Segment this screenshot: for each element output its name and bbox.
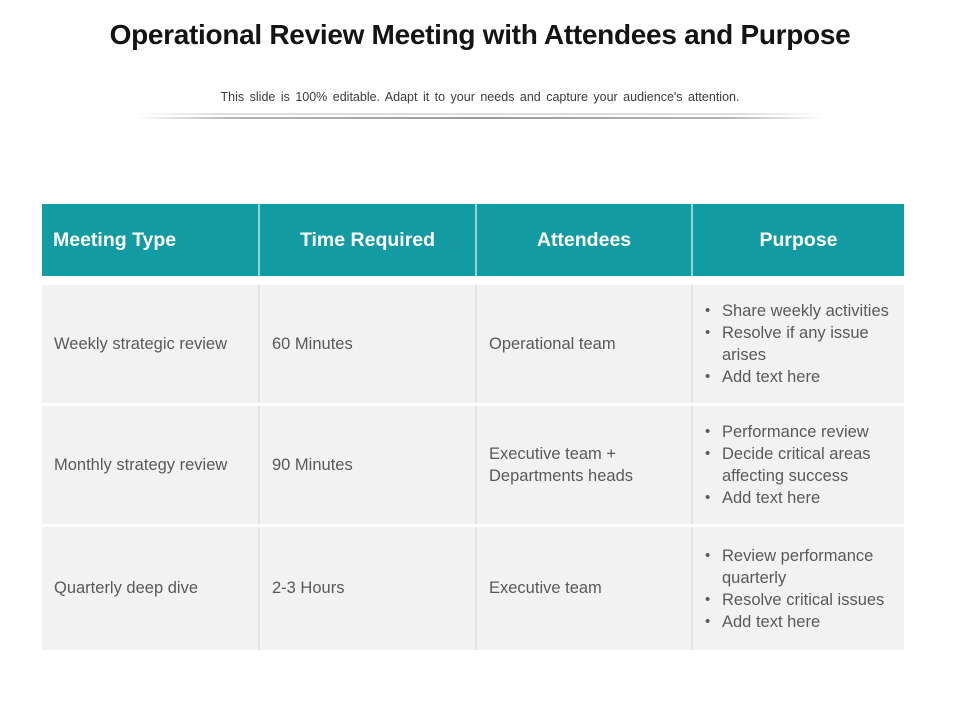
header-purpose: Purpose [759, 228, 838, 251]
header-meeting-type: Meeting Type [42, 204, 260, 276]
bullet-icon: • [705, 423, 711, 440]
table-row: Quarterly deep dive 2-3 Hours Executive … [42, 527, 904, 650]
purpose-bullet-list: • Performance review • Decide critical are… [705, 421, 892, 509]
table-row: Weekly strategic review 60 Minutes Opera… [42, 285, 904, 403]
purpose-bullet-list: • Share weekly activities • Resolve if any… [705, 300, 892, 388]
slide-title: Operational Review Meeting with Attendee… [109, 19, 851, 50]
cell-attendees: Executive team [477, 527, 693, 650]
bullet-icon: • [705, 302, 711, 319]
purpose-bullet-list: • Review performance quarterly • Resolve c… [705, 545, 892, 633]
cell-time-required: 2-3 Hours [260, 527, 477, 650]
list-item: • Add text here [705, 611, 892, 633]
table-header-row: Meeting Type Time Required Attendees Pur… [42, 204, 904, 276]
cell-attendees: Executive team + Departments heads [477, 406, 693, 524]
bullet-text: Share weekly activities [722, 302, 889, 320]
table-row: Monthly strategy review 90 Minutes Execu… [42, 406, 904, 524]
cell-purpose: • Share weekly activities • Resolve if any… [693, 285, 904, 403]
divider-line-bottom [135, 117, 825, 119]
bullet-text: Review performance quarterly [722, 546, 874, 587]
bullet-text: Performance review [722, 423, 869, 441]
list-item: • Resolve critical issues [705, 589, 892, 611]
bullet-icon: • [705, 612, 711, 630]
divider-line [135, 113, 825, 120]
divider-line-top [135, 113, 825, 115]
meeting-table: Meeting Type Time Required Attendees Pur… [42, 204, 904, 650]
slide-subtitle: This slide is 100% editable. Adapt it to… [220, 90, 740, 104]
list-item: • Performance review [705, 421, 892, 443]
list-item: • Add text here [705, 366, 892, 388]
bullet-icon: • [705, 546, 711, 564]
cell-time-required: 90 Minutes [260, 406, 477, 524]
header-attendees: Attendees [477, 204, 693, 276]
cell-purpose: • Review performance quarterly • Resolve c… [693, 527, 904, 650]
bullet-icon: • [705, 445, 711, 462]
bullet-text: Resolve critical issues [722, 590, 885, 609]
bullet-icon: • [705, 368, 711, 385]
list-item: • Review performance quarterly [705, 545, 892, 589]
cell-meeting-type: Quarterly deep dive [42, 527, 260, 650]
cell-attendees: Operational team [477, 285, 693, 403]
list-item: • Add text here [705, 487, 892, 509]
list-item: • Share weekly activities [705, 300, 892, 322]
bullet-text: Decide critical areas affecting success [722, 445, 871, 485]
bullet-text: Add text here [722, 368, 821, 386]
bullet-text: Add text here [722, 489, 821, 507]
bullet-icon: • [705, 590, 711, 608]
cell-meeting-type: Monthly strategy review [42, 406, 260, 524]
cell-time-required: 60 Minutes [260, 285, 477, 403]
bullet-icon: • [705, 489, 711, 506]
cell-purpose: • Performance review • Decide critical are… [693, 406, 904, 524]
bullet-text: Resolve if any issue arises [722, 324, 869, 364]
list-item: • Decide critical areas affecting success [705, 443, 892, 487]
bullet-icon: • [705, 324, 711, 341]
header-time-required: Time Required [260, 204, 477, 276]
bullet-text: Add text here [722, 612, 821, 631]
cell-meeting-type: Weekly strategic review [42, 285, 260, 403]
list-item: • Resolve if any issue arises [705, 322, 892, 366]
